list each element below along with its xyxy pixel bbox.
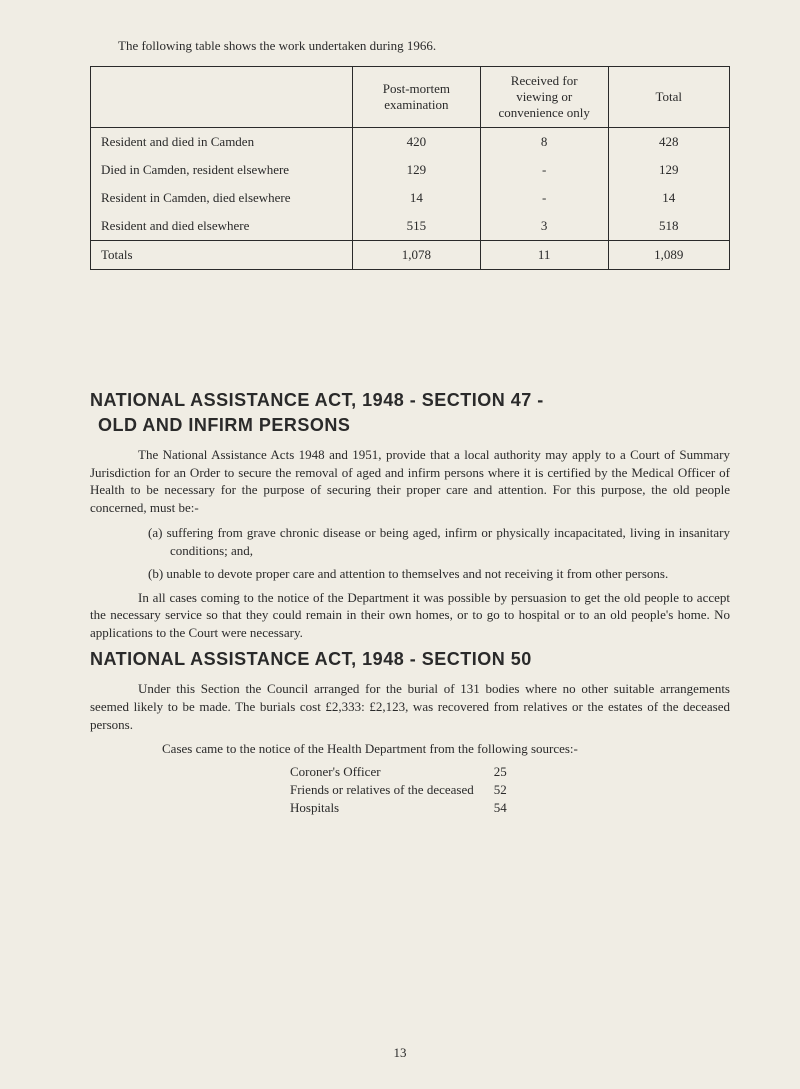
col-received: Received for viewing or convenience only bbox=[480, 67, 608, 128]
row-label: Resident and died in Camden bbox=[91, 128, 353, 157]
cell: - bbox=[480, 184, 608, 212]
section47-heading-line2: OLD AND INFIRM PERSONS bbox=[98, 415, 730, 436]
sources-row: Coroner's Officer 25 bbox=[290, 763, 519, 781]
source-value: 25 bbox=[486, 763, 519, 781]
source-value: 52 bbox=[486, 781, 519, 799]
section47-item-b: (b) unable to devote proper care and att… bbox=[170, 565, 730, 583]
col-total: Total bbox=[608, 67, 729, 128]
cell: 428 bbox=[608, 128, 729, 157]
sources-intro: Cases came to the notice of the Health D… bbox=[90, 741, 730, 757]
page-number: 13 bbox=[0, 1045, 800, 1061]
col-blank bbox=[91, 67, 353, 128]
row-label: Resident in Camden, died elsewhere bbox=[91, 184, 353, 212]
cell: 515 bbox=[352, 212, 480, 241]
cell: 518 bbox=[608, 212, 729, 241]
sources-table: Coroner's Officer 25 Friends or relative… bbox=[290, 763, 519, 817]
table-row: Resident and died in Camden 420 8 428 bbox=[91, 128, 730, 157]
section50-heading: NATIONAL ASSISTANCE ACT, 1948 - SECTION … bbox=[90, 649, 730, 670]
source-value: 54 bbox=[486, 799, 519, 817]
totals-label: Totals bbox=[91, 241, 353, 270]
sources-row: Hospitals 54 bbox=[290, 799, 519, 817]
cell: - bbox=[480, 156, 608, 184]
cell: 1,078 bbox=[352, 241, 480, 270]
cell: 420 bbox=[352, 128, 480, 157]
cell: 129 bbox=[352, 156, 480, 184]
cell: 3 bbox=[480, 212, 608, 241]
section47-heading-line1: NATIONAL ASSISTANCE ACT, 1948 - SECTION … bbox=[90, 390, 730, 411]
section47-para1: The National Assistance Acts 1948 and 19… bbox=[90, 446, 730, 516]
row-label: Resident and died elsewhere bbox=[91, 212, 353, 241]
table-header-row: Post-mortem examination Received for vie… bbox=[91, 67, 730, 128]
row-label: Died in Camden, resident elsewhere bbox=[91, 156, 353, 184]
cell: 14 bbox=[352, 184, 480, 212]
source-label: Hospitals bbox=[290, 799, 486, 817]
col-postmortem: Post-mortem examination bbox=[352, 67, 480, 128]
table-row: Resident and died elsewhere 515 3 518 bbox=[91, 212, 730, 241]
table-row: Died in Camden, resident elsewhere 129 -… bbox=[91, 156, 730, 184]
cell: 129 bbox=[608, 156, 729, 184]
cell: 14 bbox=[608, 184, 729, 212]
cell: 11 bbox=[480, 241, 608, 270]
source-label: Coroner's Officer bbox=[290, 763, 486, 781]
source-label: Friends or relatives of the deceased bbox=[290, 781, 486, 799]
cell: 1,089 bbox=[608, 241, 729, 270]
sources-row: Friends or relatives of the deceased 52 bbox=[290, 781, 519, 799]
table-totals-row: Totals 1,078 11 1,089 bbox=[91, 241, 730, 270]
section50-para1: Under this Section the Council arranged … bbox=[90, 680, 730, 733]
cell: 8 bbox=[480, 128, 608, 157]
table-row: Resident in Camden, died elsewhere 14 - … bbox=[91, 184, 730, 212]
intro-text: The following table shows the work under… bbox=[90, 38, 730, 54]
work-table: Post-mortem examination Received for vie… bbox=[90, 66, 730, 270]
section47-para2: In all cases coming to the notice of the… bbox=[90, 589, 730, 642]
section47-item-a: (a) suffering from grave chronic disease… bbox=[170, 524, 730, 559]
